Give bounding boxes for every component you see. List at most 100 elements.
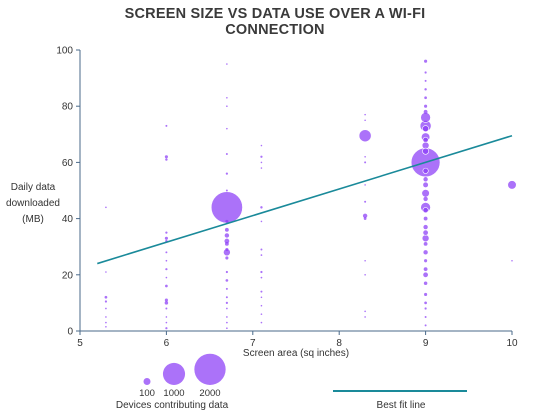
data-point [260,321,263,324]
y-tick-label: 20 [62,270,74,281]
x-tick-label: 10 [506,338,518,349]
size-legend-circle [194,353,226,386]
data-point [225,301,228,305]
y-axis-label: Daily data downloaded (MB) [6,182,60,225]
x-tick-label: 8 [336,338,342,349]
data-point [165,158,168,161]
data-point [105,206,107,209]
data-point [423,216,428,221]
data-point [358,129,372,143]
data-point [105,307,107,310]
data-point [260,290,263,293]
data-point [260,144,263,147]
data-point [260,155,263,158]
data-point [364,316,366,318]
data-point [364,274,366,276]
data-point [260,167,263,169]
data-point [105,271,107,273]
y-tick-label: 80 [62,102,74,113]
data-point [210,191,243,224]
data-point [164,236,168,240]
data-point [363,217,367,220]
data-point [422,271,429,278]
data-point [260,220,263,223]
data-point [224,233,230,238]
data-point [423,267,428,272]
data-point [225,256,229,260]
data-point [423,182,429,188]
data-point [164,301,169,305]
data-point [260,313,263,315]
data-point [165,284,168,288]
data-point [424,96,427,100]
data-point [105,325,107,328]
data-point [165,259,168,262]
axes: 0 20 40 60 80 100 5 6 7 8 9 10 [56,46,518,350]
data-point [224,241,229,246]
data-point [424,79,427,82]
data-point [225,219,229,223]
data-point [260,248,263,251]
data-point [165,251,168,254]
data-point [165,327,168,330]
data-point [226,327,228,330]
data-point [165,268,168,271]
x-tick-label: 9 [423,338,429,349]
data-point [226,105,228,107]
data-point [260,304,263,307]
data-point [260,270,263,274]
data-point [226,321,228,324]
data-point [364,200,367,203]
data-point [421,189,430,198]
data-point [225,279,229,282]
data-point [424,104,428,108]
best-fit-line [97,134,513,265]
x-tick-label: 7 [250,338,256,349]
data-point [424,259,428,263]
size-legend-label: 100 [139,388,155,399]
data-point [423,224,428,230]
data-point [422,207,429,214]
data-point [224,227,229,232]
data-point [226,63,228,65]
data-point [507,180,517,190]
data-point [423,281,428,285]
data-point [423,241,428,246]
data-point [422,167,429,174]
y-tick-label: 60 [62,158,74,169]
data-point [225,172,228,175]
data-point [260,296,263,299]
size-legend-circle [143,378,151,385]
data-point [424,324,427,327]
data-point [424,71,427,74]
data-point [104,295,108,299]
data-point [423,177,428,182]
size-legend-label: 2000 [199,388,220,399]
data-point [511,259,513,262]
chart-title: SCREEN SIZE VS DATA USE OVER A WI-FI CONN… [124,6,426,38]
data-point [165,231,168,234]
data-point [423,109,428,114]
size-legend-title: Devices contributing data [116,400,229,411]
data-point [422,136,429,143]
data-point [364,259,366,262]
data-point [226,307,228,310]
y-tick-label: 40 [62,214,74,225]
data-point [226,96,228,99]
data-point [165,316,168,318]
x-tick-label: 5 [77,338,83,349]
fit-line-legend-label: Best fit line [377,400,426,411]
data-point [422,229,429,236]
data-point [424,59,428,63]
data-point [105,316,107,318]
data-point [424,301,427,305]
y-tick-label: 100 [56,46,73,57]
size-legend-circle [162,362,186,386]
data-point [424,88,427,91]
data-point [364,184,366,186]
data-point [225,270,228,274]
data-point [422,125,430,133]
data-point [260,276,263,279]
data-point [105,321,107,324]
